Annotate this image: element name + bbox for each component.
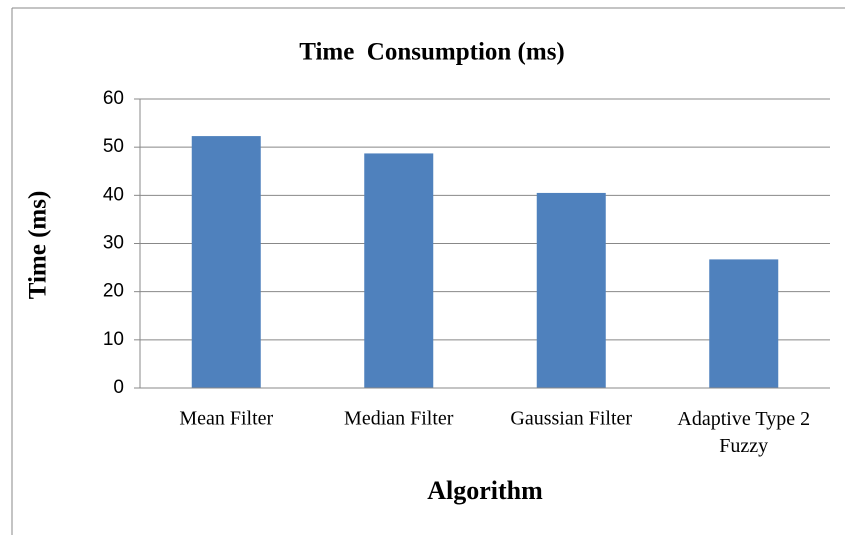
y-tick-label: 40 [103, 184, 124, 205]
bar [364, 153, 434, 388]
x-tick-label: Adaptive Type 2 Fuzzy [677, 408, 810, 457]
bar [536, 192, 606, 388]
y-axis-label: Time (ms) [25, 191, 52, 300]
x-tick-label: Median Filter [344, 408, 454, 430]
x-tick-label: Gaussian Filter [510, 408, 632, 430]
y-tick-label: 50 [103, 136, 124, 157]
y-tick-label: 30 [103, 233, 124, 254]
y-tick-label: 0 [113, 377, 124, 398]
y-tick-label: 60 [103, 88, 124, 109]
bar [709, 259, 779, 388]
x-tick-label: Mean Filter [179, 408, 273, 430]
chart-title: Time Consumption (ms) [299, 39, 565, 66]
y-tick-label: 10 [103, 329, 124, 350]
x-axis-label: Algorithm [427, 476, 543, 505]
bar [191, 136, 261, 388]
y-tick-label: 20 [103, 281, 124, 302]
